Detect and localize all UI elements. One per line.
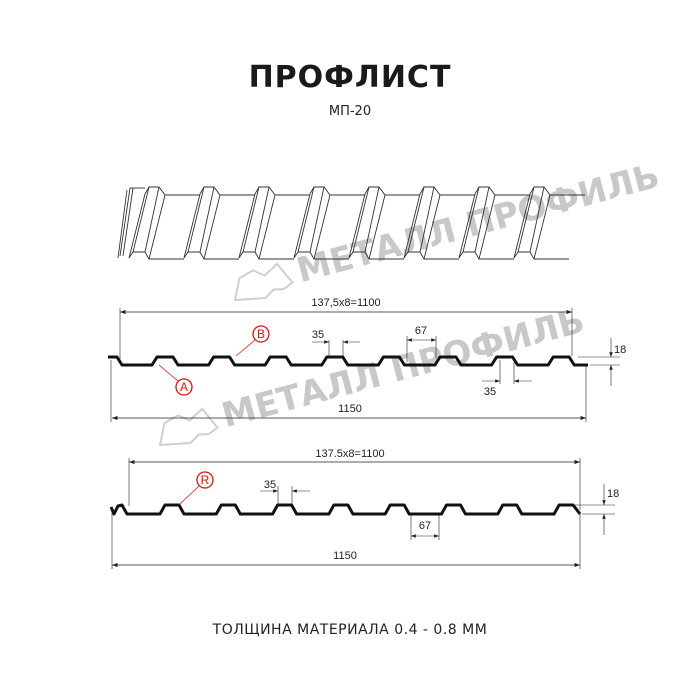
top-width-label: 35 [264,479,276,491]
watermark-text: МЕТАЛЛ ПРОФИЛЬ [293,156,664,291]
bottom-width-label: 67 [419,520,431,532]
callout-a-label: A [180,380,188,394]
watermark-2: МЕТАЛЛ ПРОФИЛЬ [158,301,589,447]
sheet-3d-view [117,186,585,260]
callout-a-marker [175,378,193,396]
callout-r-marker [196,471,214,489]
watermark-1: МЕТАЛЛ ПРОФИЛЬ [233,156,664,302]
watermark-logo-icon [233,262,294,302]
total-width-label: 1150 [338,403,362,415]
bottom-width-label: 67 [415,325,427,337]
top-width-label: 35 [312,329,324,341]
profile-a: 137,5x8=1100 1150 35 67 35 18 B A [108,297,626,422]
page-subtitle: МП-20 [328,104,372,119]
height-label: 18 [607,488,619,500]
total-width-label: 1150 [333,550,357,562]
page-title: ПРОФЛИСТ [248,60,452,95]
height-label: 18 [614,344,626,356]
pitch-label: 137,5x8=1100 [311,297,380,309]
profile-r-outline [109,503,582,516]
material-thickness-note: ТОЛЩИНА МАТЕРИАЛА 0.4 - 0.8 ММ [212,622,488,638]
callout-b-label: B [257,327,265,341]
pitch-label: 137.5x8=1100 [315,448,384,460]
watermark-text: МЕТАЛЛ ПРОФИЛЬ [218,301,589,436]
watermark-logo-icon [158,407,219,447]
profile-a-outline [108,355,588,367]
bottom-gap-label: 35 [484,386,496,398]
profile-r: 137.5x8=1100 1150 35 67 18 R [109,448,619,569]
callout-b-marker [252,325,270,343]
callout-r-label: R [201,473,210,487]
